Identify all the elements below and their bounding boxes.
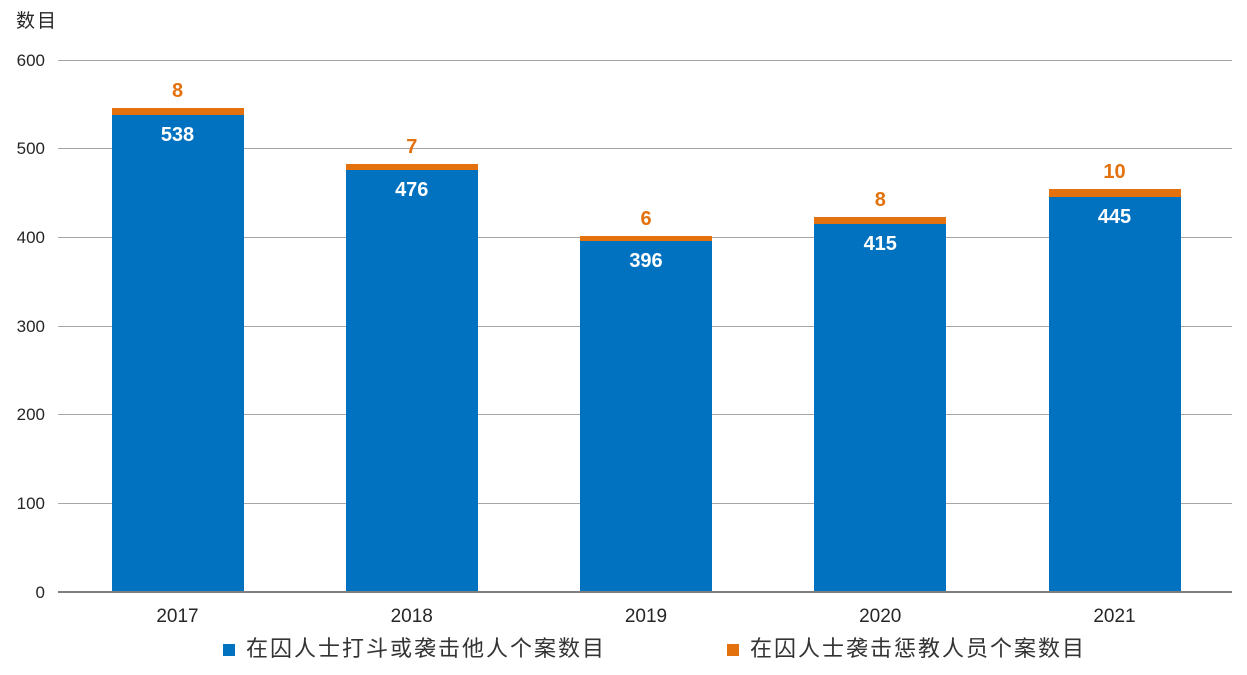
legend-label-fights: 在囚人士打斗或袭击他人个案数目 [246, 637, 607, 662]
bar-segment-assaults-staff-2020 [814, 216, 947, 225]
legend-item-fights: 在囚人士打斗或袭击他人个案数目 [223, 637, 606, 663]
data-label-assaults-staff-2021: 10 [1103, 160, 1126, 183]
gridline [58, 148, 1232, 150]
y-axis-tick-label: 100 [16, 493, 45, 513]
y-axis-tick-label: 300 [16, 316, 45, 336]
gridline [58, 59, 1232, 61]
y-axis-tick-label: 200 [16, 405, 45, 425]
x-axis-line [58, 591, 1232, 593]
y-axis-tick-label: 600 [16, 50, 45, 70]
bar-segment-assaults-staff-2018 [345, 163, 478, 170]
bar-segment-assaults-staff-2017 [111, 107, 244, 115]
x-axis-tick-label-2017: 2017 [156, 606, 199, 627]
y-axis-tick-label: 400 [16, 227, 45, 247]
data-label-fights-2018: 476 [395, 178, 429, 201]
bar-segment-fights-2019 [580, 240, 712, 592]
data-label-assaults-staff-2019: 6 [640, 207, 652, 230]
x-axis-tick-label-2019: 2019 [624, 606, 668, 627]
bar-segment-assaults-staff-2021 [1048, 188, 1181, 198]
bar-segment-assaults-staff-2019 [580, 235, 712, 241]
data-label-assaults-staff-2020: 8 [874, 188, 886, 211]
bar-segment-fights-2017 [111, 114, 244, 592]
x-axis-tick-label-2021: 2021 [1093, 606, 1136, 627]
legend-item-assaults-staff: 在囚人士袭击惩教人员个案数目 [727, 637, 1086, 663]
data-label-assaults-staff-2017: 8 [171, 79, 184, 102]
y-axis-tick-label: 0 [35, 582, 45, 602]
legend-swatch-blue-icon [223, 644, 235, 656]
bar-segment-fights-2020 [814, 224, 947, 592]
data-label-fights-2021: 445 [1097, 206, 1132, 229]
legend-swatch-orange-icon [727, 644, 739, 656]
bar-segment-fights-2021 [1048, 197, 1181, 592]
y-axis-title: 数目 [16, 10, 59, 32]
y-axis-tick-label: 500 [16, 139, 45, 159]
legend-label-assaults-staff: 在囚人士袭击惩教人员个案数目 [750, 637, 1087, 662]
x-axis-tick-label-2018: 2018 [390, 606, 433, 627]
data-label-fights-2020: 415 [863, 233, 897, 256]
x-axis-tick-label-2020: 2020 [859, 606, 902, 627]
data-label-fights-2017: 538 [160, 123, 195, 146]
bar-segment-fights-2018 [345, 169, 478, 592]
data-label-fights-2019: 396 [629, 249, 663, 272]
data-label-assaults-staff-2018: 7 [406, 135, 418, 158]
